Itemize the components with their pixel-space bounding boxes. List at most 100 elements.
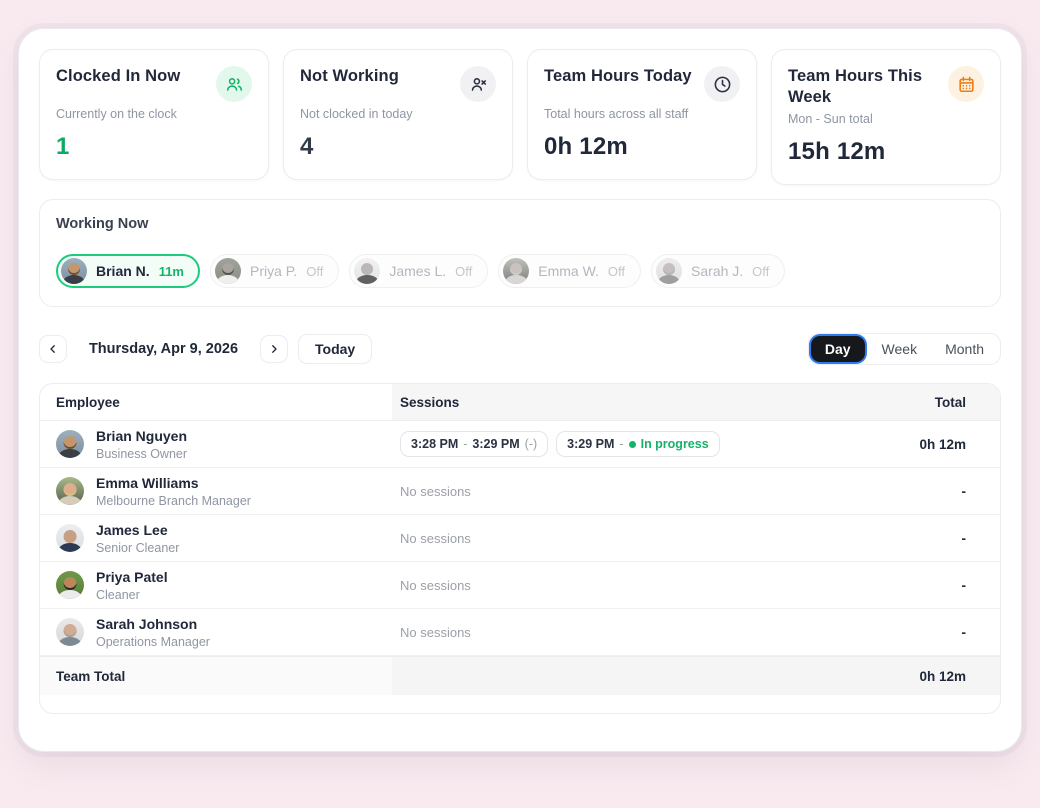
staff-chip-status: Off (455, 263, 473, 279)
staff-chip-priya[interactable]: Priya P. Off (210, 254, 340, 289)
no-sessions-text: No sessions (400, 483, 471, 499)
column-header-sessions: Sessions (392, 384, 850, 421)
avatar (656, 258, 683, 285)
employee-name: James Lee (96, 521, 168, 538)
view-tab-week[interactable]: Week (868, 336, 932, 362)
row-total: - (961, 530, 967, 546)
calendar-icon (948, 66, 984, 102)
user-x-icon (460, 66, 496, 102)
session-chip[interactable]: 3:28 PM - 3:29 PM (-) (400, 431, 549, 458)
column-header-total: Total (850, 384, 1000, 421)
staff-chip-brian[interactable]: Brian N. 11m (56, 254, 200, 289)
avatar (56, 477, 84, 506)
staff-chip-james[interactable]: James L. Off (349, 254, 489, 289)
stat-card-clocked-in-now: Clocked In Now Currently on the clock 1 (39, 49, 269, 180)
session-chip-in-progress[interactable]: 3:29 PM - In progress (556, 431, 720, 458)
staff-chip-emma[interactable]: Emma W. Off (498, 254, 642, 289)
team-users-icon (216, 66, 252, 102)
working-now-section: Working Now Brian N. 11m Priya P. Off Ja… (39, 199, 1001, 308)
stat-title: Team Hours This Week (788, 67, 923, 106)
stat-card-team-hours-today: Team Hours Today Total hours across all … (527, 49, 757, 180)
employee-name: Emma Williams (96, 474, 199, 491)
view-toggle: Day Week Month (807, 333, 1001, 366)
session-start: 3:29 PM (567, 437, 615, 452)
avatar (354, 258, 381, 285)
table-row: Emma Williams Melbourne Branch Manager N… (40, 468, 1000, 516)
employee-role: Senior Cleaner (96, 540, 180, 555)
row-total: - (961, 483, 967, 499)
chevron-right-icon (268, 343, 280, 355)
in-progress-dot-icon (628, 440, 636, 448)
avatar (56, 430, 84, 459)
view-tab-month[interactable]: Month (931, 336, 998, 362)
session-end: 3:29 PM (472, 437, 520, 452)
chevron-left-icon (47, 343, 59, 355)
team-total-label: Team Total (56, 668, 126, 684)
staff-chip-status: Off (607, 263, 626, 279)
employee-role: Business Owner (96, 446, 188, 461)
table-row: Brian Nguyen Business Owner 3:28 PM - 3:… (40, 421, 1000, 469)
stat-card-team-hours-week: Team Hours This Week Mon - Sun total 15h… (771, 49, 1001, 186)
no-sessions-text: No sessions (400, 577, 471, 593)
working-now-chips: Brian N. 11m Priya P. Off James L. Off E… (56, 254, 984, 289)
employee-role: Operations Manager (96, 634, 210, 649)
employee-role: Cleaner (96, 587, 140, 602)
stats-row: Clocked In Now Currently on the clock 1 … (39, 49, 1001, 186)
stat-value: 15h 12m (788, 138, 886, 166)
stat-value: 0h 12m (544, 133, 628, 160)
staff-chip-status: 11m (158, 263, 184, 279)
stat-subtitle: Currently on the clock (56, 107, 177, 121)
no-sessions-text: No sessions (400, 624, 471, 640)
next-day-button[interactable] (260, 335, 288, 364)
table-row: James Lee Senior Cleaner No sessions - (40, 515, 1000, 563)
clock-icon (704, 66, 740, 102)
stat-subtitle: Total hours across all staff (544, 107, 689, 121)
stat-card-not-working: Not Working Not clocked in today 4 (283, 49, 513, 180)
table-row: Sarah Johnson Operations Manager No sess… (40, 609, 1000, 657)
stat-subtitle: Mon - Sun total (788, 112, 873, 127)
staff-chip-status: Off (752, 263, 770, 279)
employee-role: Melbourne Branch Manager (96, 493, 251, 508)
row-total: - (961, 624, 967, 640)
session-status: In progress (640, 437, 709, 452)
avatar (215, 258, 241, 285)
stat-value: 1 (56, 133, 70, 160)
employee-name: Priya Patel (96, 568, 168, 585)
staff-chip-name: Priya P. (250, 263, 298, 280)
avatar (56, 618, 84, 647)
staff-chip-status: Off (306, 263, 324, 279)
avatar (56, 524, 84, 553)
stat-subtitle: Not clocked in today (300, 107, 413, 121)
avatar (61, 258, 87, 285)
column-header-employee: Employee (56, 394, 120, 410)
employee-name: Brian Nguyen (96, 427, 188, 444)
row-total: - (961, 577, 967, 593)
working-now-title: Working Now (56, 216, 149, 233)
table-row: Priya Patel Cleaner No sessions - (40, 562, 1000, 610)
team-total-value: 0h 12m (850, 657, 1000, 696)
row-total: 0h 12m (919, 436, 966, 452)
stat-value: 4 (300, 133, 314, 160)
date-navigation: Thursday, Apr 9, 2026 Today Day Week Mon… (39, 333, 1001, 366)
prev-day-button[interactable] (39, 335, 67, 364)
stat-title: Not Working (300, 67, 399, 85)
table-header: Employee Sessions Total (40, 384, 1000, 422)
table-footer: Team Total 0h 12m (40, 656, 1000, 696)
session-separator: - (463, 437, 468, 452)
sessions-table: Employee Sessions Total Brian Nguyen Bus… (39, 383, 1001, 715)
stat-title: Clocked In Now (56, 67, 181, 85)
staff-chip-name: Sarah J. (691, 263, 744, 280)
avatar (503, 258, 530, 285)
staff-chip-sarah[interactable]: Sarah J. Off (651, 254, 786, 289)
staff-chip-name: Emma W. (538, 263, 599, 280)
session-separator: - (619, 437, 624, 452)
staff-chip-name: Brian N. (96, 263, 150, 280)
stat-title: Team Hours Today (544, 67, 692, 85)
employee-name: Sarah Johnson (96, 615, 198, 632)
no-sessions-text: No sessions (400, 530, 471, 546)
staff-chip-name: James L. (389, 263, 447, 280)
dashboard-panel: Clocked In Now Currently on the clock 1 … (18, 28, 1022, 752)
today-button[interactable]: Today (298, 334, 373, 365)
session-start: 3:28 PM (411, 437, 459, 452)
view-tab-day[interactable]: Day (810, 336, 865, 363)
